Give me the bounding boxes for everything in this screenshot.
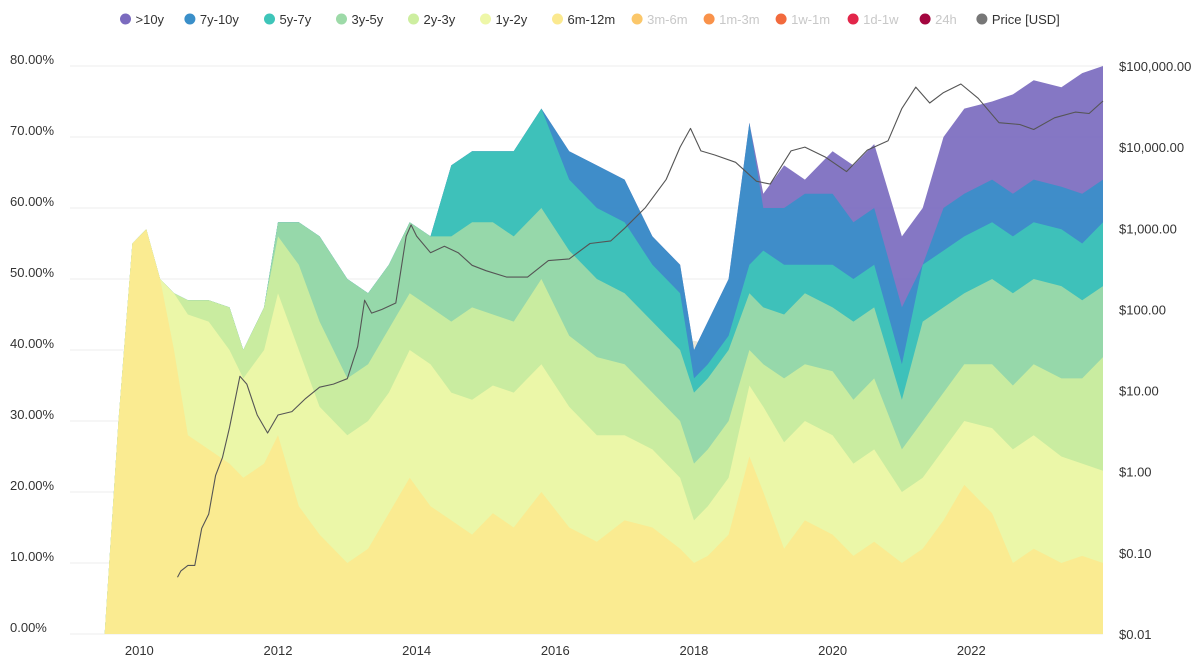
legend-swatch-1d-1w xyxy=(847,13,859,25)
price-line xyxy=(177,83,1104,578)
legend-item-7y-10y[interactable]: 7y-10y xyxy=(184,12,239,27)
legend-label-10y: >10y xyxy=(136,12,165,27)
x-tick-2022: 2022 xyxy=(957,643,986,658)
y-left-tick-60: 60.00% xyxy=(10,194,55,209)
legend-item-price-usd[interactable]: Price [USD] xyxy=(976,12,1060,27)
y-right-tick-5: $1.00 xyxy=(1119,465,1152,480)
legend-label-price-usd: Price [USD] xyxy=(992,12,1060,27)
legend-label-1y-2y: 1y-2y xyxy=(496,12,528,27)
x-tick-2014: 2014 xyxy=(402,643,431,658)
legend-label-24h: 24h xyxy=(935,12,957,27)
legend-swatch-5y-7y xyxy=(264,13,275,25)
legend-swatch-3y-5y xyxy=(336,13,347,25)
y-left-tick-20: 20.00% xyxy=(10,478,55,493)
legend-swatch-1y-2y xyxy=(480,13,491,25)
legend-swatch-1m-3m xyxy=(703,13,715,25)
chart-legend: >10y 7y-10y 5y-7y 3y-5y 2y-3y 1y-2y 6m-12m 3m-6… xyxy=(120,12,1060,27)
price-line-group xyxy=(177,83,1104,578)
legend-swatch-2y-3y xyxy=(408,13,419,25)
legend-label-2y-3y: 2y-3y xyxy=(424,12,456,27)
legend-item-2y-3y[interactable]: 2y-3y xyxy=(408,12,456,27)
legend-item-10y[interactable]: >10y xyxy=(120,12,165,27)
area-band-6m-12m xyxy=(104,229,1103,635)
x-tick-2018: 2018 xyxy=(679,643,708,658)
legend-swatch-price-usd xyxy=(976,13,988,25)
legend-item-3y-5y[interactable]: 3y-5y xyxy=(336,12,384,27)
legend-label-5y-7y: 5y-7y xyxy=(280,12,312,27)
x-tick-2010: 2010 xyxy=(125,643,154,658)
legend-item-6m-12m[interactable]: 6m-12m xyxy=(552,12,615,27)
legend-label-3y-5y: 3y-5y xyxy=(352,12,384,27)
y-left-tick-50: 50.00% xyxy=(10,265,55,280)
legend-item-1y-2y[interactable]: 1y-2y xyxy=(480,12,528,27)
y-right-tick-7: $0.01 xyxy=(1119,627,1152,642)
area-band-1y-2y xyxy=(104,229,1103,635)
y-left-tick-80: 80.00% xyxy=(10,52,55,67)
legend-item-3m-6m[interactable]: 3m-6m xyxy=(631,12,688,27)
y-left-tick-70: 70.00% xyxy=(10,123,55,138)
legend-swatch-1w-1m xyxy=(775,13,787,25)
y-right-tick-4: $10.00 xyxy=(1119,384,1159,399)
legend-item-1d-1w[interactable]: 1d-1w xyxy=(847,12,900,27)
legend-item-24h[interactable]: 24h xyxy=(919,12,957,27)
y-left-tick-40: 40.00% xyxy=(10,336,55,351)
legend-item-1m-3m[interactable]: 1m-3m xyxy=(703,12,760,27)
y-right-tick-0: $100,000.00 xyxy=(1119,59,1191,74)
legend-label-1w-1m: 1w-1m xyxy=(791,12,830,27)
x-tick-2020: 2020 xyxy=(818,643,847,658)
y-left-tick-30: 30.00% xyxy=(10,407,55,422)
legend-label-3m-6m: 3m-6m xyxy=(647,12,687,27)
x-tick-2012: 2012 xyxy=(264,643,293,658)
right-axis-labels: $100,000.00 $10,000.00 $1,000.00 $100.00 $10… xyxy=(1119,59,1191,642)
y-right-tick-6: $0.10 xyxy=(1119,546,1152,561)
x-axis-labels: 2010 2012 2014 2016 2018 2020 2022 xyxy=(125,643,986,658)
y-left-tick-10: 10.00% xyxy=(10,549,55,564)
legend-label-6m-12m: 6m-12m xyxy=(568,12,616,27)
legend-swatch-6m-12m xyxy=(552,13,563,25)
legend-label-7y-10y: 7y-10y xyxy=(200,12,240,27)
legend-swatch-10y xyxy=(120,13,131,25)
y-left-tick-0: 0.00% xyxy=(10,620,47,635)
legend-label-1d-1w: 1d-1w xyxy=(863,12,899,27)
legend-swatch-24h xyxy=(919,13,931,25)
y-right-tick-3: $100.00 xyxy=(1119,302,1166,317)
left-axis-labels: 80.00% 70.00% 60.00% 50.00% 40.00% 30.00% 20.0… xyxy=(10,52,55,635)
legend-item-1w-1m[interactable]: 1w-1m xyxy=(775,12,831,27)
x-tick-2016: 2016 xyxy=(541,643,570,658)
stacked-areas xyxy=(104,66,1103,635)
legend-label-1m-3m: 1m-3m xyxy=(719,12,759,27)
legend-swatch-7y-10y xyxy=(184,13,196,25)
y-right-tick-2: $1,000.00 xyxy=(1119,221,1177,236)
y-right-tick-1: $10,000.00 xyxy=(1119,140,1184,155)
legend-swatch-3m-6m xyxy=(631,13,643,25)
legend-item-5y-7y[interactable]: 5y-7y xyxy=(264,12,312,27)
